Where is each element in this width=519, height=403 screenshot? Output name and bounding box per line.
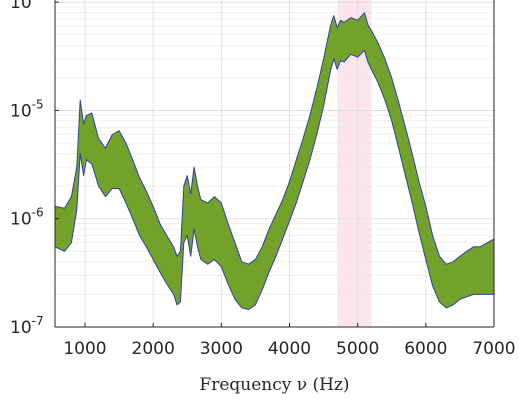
y-tick-label: 10-7: [10, 314, 44, 338]
x-tick-label: 5000: [336, 339, 379, 359]
y-tick-label: 10-6: [10, 206, 44, 230]
y-tick-label: 10-4: [10, 0, 44, 13]
x-tick-label: 2000: [132, 339, 175, 359]
x-tick-labels: 1000 2000 3000 4000 5000 6000 7000: [63, 339, 515, 359]
x-tick-label: 7000: [472, 339, 515, 359]
x-tick-label: 6000: [404, 339, 447, 359]
x-tick-label: 3000: [200, 339, 243, 359]
x-tick-label: 4000: [268, 339, 311, 359]
y-tick-label: 10-5: [10, 97, 44, 121]
x-axis-label: Frequency ν (Hz): [199, 375, 349, 395]
x-tick-label: 1000: [63, 339, 106, 359]
axis-layer: [54, 0, 495, 328]
y-tick-labels: 10-7 10-6 10-5 10-4: [10, 0, 44, 338]
